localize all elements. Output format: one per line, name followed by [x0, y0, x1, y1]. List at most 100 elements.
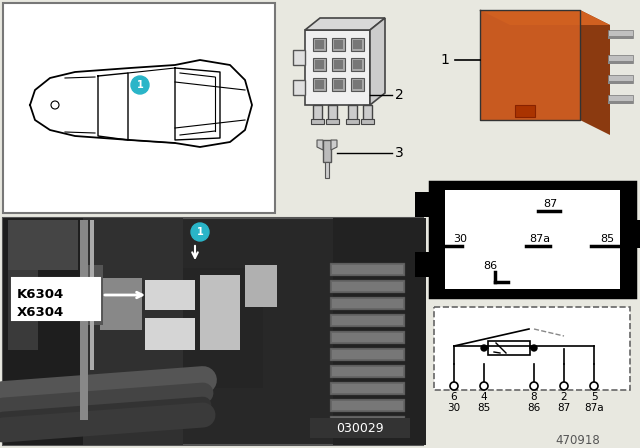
Bar: [325, 162, 329, 178]
Bar: [334, 80, 343, 89]
Bar: [415, 252, 430, 277]
Bar: [608, 30, 633, 38]
Text: 85: 85: [477, 403, 491, 413]
Bar: [313, 105, 322, 123]
Bar: [313, 38, 326, 51]
Text: X6304: X6304: [17, 306, 64, 319]
Bar: [293, 80, 305, 95]
Bar: [12, 278, 100, 320]
Bar: [445, 190, 620, 289]
Bar: [330, 365, 405, 378]
Bar: [333, 218, 426, 445]
Bar: [183, 268, 263, 388]
Text: 1: 1: [440, 53, 449, 67]
Text: K6304: K6304: [17, 289, 64, 302]
Bar: [332, 282, 403, 291]
Circle shape: [481, 345, 487, 351]
Text: 1: 1: [196, 227, 204, 237]
Polygon shape: [317, 140, 323, 150]
Bar: [332, 265, 403, 274]
Bar: [434, 307, 630, 390]
Bar: [100, 278, 142, 330]
Text: 4: 4: [481, 392, 487, 402]
Bar: [515, 105, 535, 117]
Text: 2: 2: [395, 88, 404, 102]
Circle shape: [191, 223, 209, 241]
Bar: [315, 40, 324, 49]
Bar: [330, 416, 405, 429]
Bar: [315, 80, 324, 89]
Text: 470918: 470918: [556, 434, 600, 447]
Text: 2: 2: [561, 392, 567, 402]
Bar: [326, 119, 339, 124]
Bar: [334, 60, 343, 69]
Circle shape: [450, 382, 458, 390]
Bar: [361, 119, 374, 124]
Bar: [85, 265, 103, 325]
Bar: [415, 192, 430, 217]
Text: 85: 85: [600, 234, 614, 244]
Polygon shape: [370, 18, 385, 105]
Text: 86: 86: [527, 403, 541, 413]
Bar: [608, 81, 633, 84]
Bar: [608, 61, 633, 64]
Bar: [332, 58, 345, 71]
Text: 5: 5: [591, 392, 597, 402]
Bar: [330, 280, 405, 293]
Text: 87: 87: [543, 199, 557, 209]
Bar: [245, 265, 277, 307]
Bar: [608, 55, 633, 63]
Circle shape: [131, 76, 149, 94]
Bar: [330, 382, 405, 395]
Bar: [353, 80, 362, 89]
Bar: [332, 367, 403, 376]
Text: 030029: 030029: [336, 422, 384, 435]
Bar: [200, 275, 240, 350]
Bar: [455, 5, 630, 175]
Bar: [305, 30, 370, 105]
Text: 8: 8: [531, 392, 538, 402]
Polygon shape: [580, 10, 610, 135]
Bar: [353, 60, 362, 69]
Bar: [3, 218, 83, 445]
Bar: [332, 418, 403, 427]
Circle shape: [531, 345, 537, 351]
Bar: [8, 220, 78, 270]
Bar: [608, 101, 633, 104]
Bar: [332, 333, 403, 342]
Bar: [310, 418, 410, 438]
Text: 87a: 87a: [584, 403, 604, 413]
Bar: [635, 220, 640, 248]
Circle shape: [560, 382, 568, 390]
Text: 6: 6: [451, 392, 458, 402]
Bar: [330, 331, 405, 344]
Bar: [480, 10, 580, 120]
Bar: [332, 350, 403, 359]
Bar: [330, 348, 405, 361]
Bar: [293, 50, 305, 65]
Text: 30: 30: [453, 234, 467, 244]
Bar: [328, 105, 337, 123]
Bar: [488, 341, 530, 355]
Text: 87a: 87a: [529, 234, 550, 244]
Bar: [351, 38, 364, 51]
Bar: [332, 401, 403, 410]
Bar: [83, 218, 183, 445]
Bar: [334, 40, 343, 49]
Bar: [363, 105, 372, 123]
Bar: [311, 119, 324, 124]
Bar: [332, 316, 403, 325]
Circle shape: [530, 382, 538, 390]
Polygon shape: [480, 10, 610, 25]
Bar: [80, 220, 88, 420]
Bar: [608, 95, 633, 103]
Bar: [313, 78, 326, 91]
Bar: [430, 182, 635, 297]
Bar: [348, 105, 357, 123]
Bar: [353, 40, 362, 49]
Bar: [346, 119, 359, 124]
Bar: [90, 220, 94, 370]
Bar: [351, 78, 364, 91]
Bar: [330, 297, 405, 310]
Bar: [323, 140, 331, 162]
